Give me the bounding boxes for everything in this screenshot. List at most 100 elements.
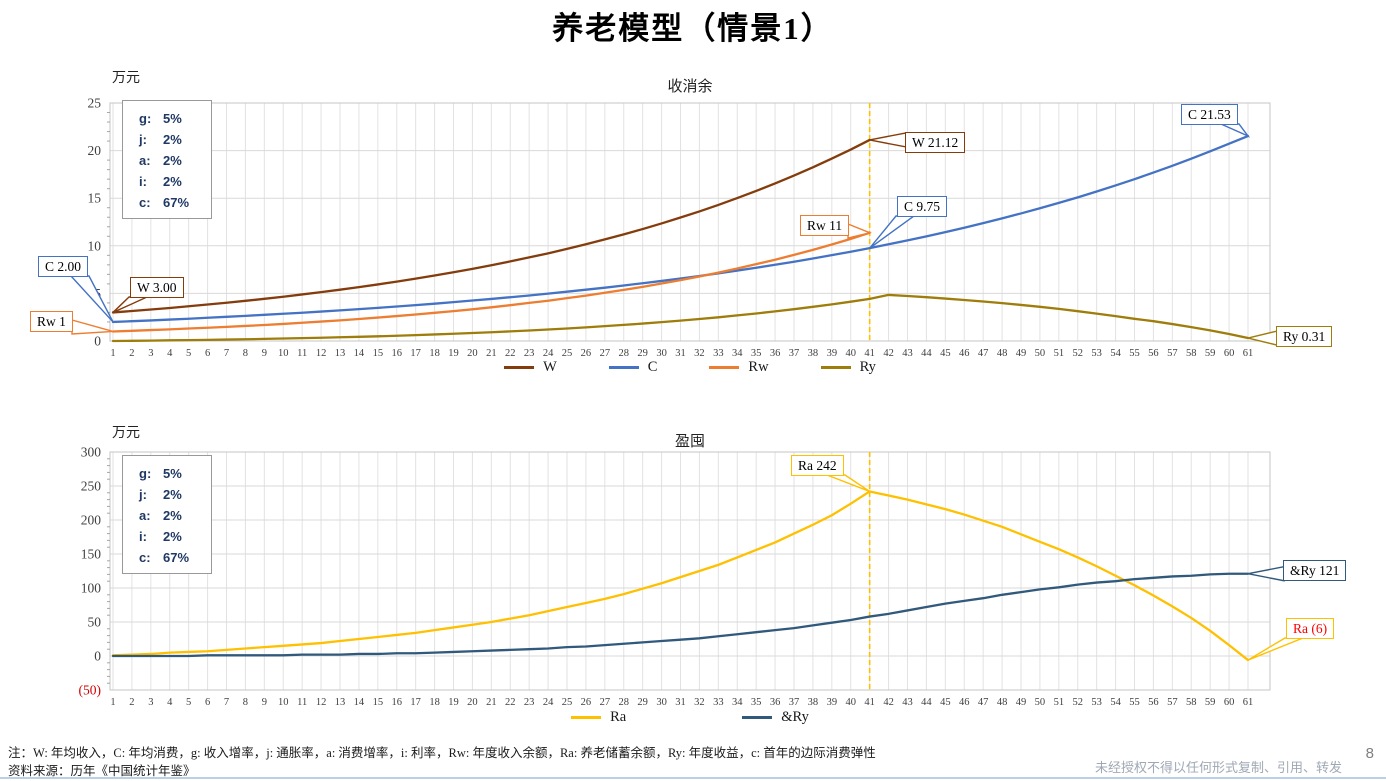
chart-income-consumption: 0510152025123456789101112131415161718192… — [0, 60, 1386, 390]
callout-leader — [1220, 123, 1251, 138]
x-tick-label: 10 — [278, 697, 289, 708]
x-tick-label: 41 — [864, 348, 875, 359]
callout-leader — [826, 474, 871, 493]
legend-label: W — [543, 359, 557, 375]
x-tick-label: 31 — [675, 348, 686, 359]
callout-leader — [69, 275, 114, 323]
legend-label: Rw — [748, 359, 769, 375]
param-value: 2% — [163, 132, 182, 147]
x-tick-label: 54 — [1110, 697, 1121, 708]
legend-top: W C Rw Ry — [110, 359, 1270, 376]
x-tick-label: 43 — [902, 697, 913, 708]
chart-title-top: 收消余 — [667, 79, 713, 95]
x-tick-label: 46 — [959, 348, 970, 359]
x-tick-label: 12 — [316, 348, 327, 359]
x-tick-label: 1 — [110, 697, 115, 708]
param-key: i: — [139, 529, 147, 544]
legend-item-Rw: Rw — [709, 359, 769, 376]
x-tick-label: 55 — [1129, 348, 1140, 359]
param-row: c: 67% — [139, 547, 211, 568]
legend-item-Ry: Ry — [820, 359, 876, 376]
param-key: j: — [139, 487, 147, 502]
param-row: a: 2% — [139, 505, 211, 526]
callout-leader — [1247, 637, 1304, 661]
x-tick-label: 14 — [354, 348, 365, 359]
x-tick-label: 43 — [902, 348, 913, 359]
x-tick-label: 32 — [694, 348, 705, 359]
param-key: g: — [139, 466, 152, 481]
x-tick-label: 52 — [1073, 697, 1084, 708]
x-tick-label: 57 — [1167, 697, 1178, 708]
x-tick-label: 20 — [467, 697, 478, 708]
param-value: 2% — [163, 508, 182, 523]
x-tick-label: 22 — [505, 348, 516, 359]
callout-ra-6: Ra (6) — [1286, 618, 1335, 639]
legend-label: &Ry — [781, 709, 809, 725]
footnote: 注：W: 年均收入，C: 年均消费，g: 收入增率，j: 通胀率，a: 消费增率… — [8, 746, 876, 760]
x-tick-label: 25 — [562, 697, 573, 708]
param-value: 67% — [163, 195, 190, 210]
x-tick-label: 16 — [392, 697, 403, 708]
x-tick-label: 30 — [656, 348, 667, 359]
x-tick-label: 7 — [224, 697, 229, 708]
series-Ra — [111, 490, 1250, 662]
x-tick-label: 59 — [1205, 697, 1216, 708]
x-tick-label: 56 — [1148, 348, 1159, 359]
x-tick-label: 20 — [467, 348, 478, 359]
y-unit-label-top: 万元 — [112, 71, 140, 86]
x-tick-label: 26 — [581, 348, 592, 359]
y-tick-label: 0 — [94, 649, 101, 664]
x-tick-label: 27 — [600, 348, 611, 359]
x-tick-label: 11 — [297, 348, 307, 359]
x-tick-label: 30 — [656, 697, 667, 708]
x-tick-label: 15 — [373, 348, 384, 359]
y-tick-label: 50 — [88, 615, 102, 630]
legend-label: Ra — [610, 709, 627, 725]
callout-leader — [1247, 565, 1285, 582]
callout-rw-1: Rw 1 — [30, 311, 73, 332]
callout-c-9-75: C 9.75 — [897, 196, 948, 217]
param-key: j: — [139, 132, 147, 147]
x-tick-label: 42 — [883, 348, 894, 359]
param-value: 5% — [163, 111, 182, 126]
x-tick-label: 9 — [262, 697, 267, 708]
x-tick-label: 37 — [789, 697, 800, 708]
y-tick-label: (50) — [79, 683, 102, 698]
x-tick-label: 35 — [751, 348, 762, 359]
param-value: 2% — [163, 487, 182, 502]
x-tick-label: 15 — [373, 697, 384, 708]
x-tick-label: 57 — [1167, 348, 1178, 359]
x-tick-label: 24 — [543, 348, 554, 359]
x-tick-label: 38 — [808, 348, 819, 359]
param-row: j: 2% — [139, 484, 211, 505]
param-row: g: 5% — [139, 463, 211, 484]
x-tick-label: 2 — [129, 697, 134, 708]
x-tick-label: 23 — [524, 348, 535, 359]
y-axis: (50) 0 50 100 150 200 250 300 — [79, 445, 110, 698]
x-tick-label: 24 — [543, 697, 554, 708]
callout-leader — [1247, 330, 1278, 346]
x-tick-label: 21 — [486, 697, 497, 708]
x-tick-label: 7 — [224, 348, 229, 359]
x-tick-label: 52 — [1073, 348, 1084, 359]
plot-top: 0510152025123456789101112131415161718192… — [69, 96, 1278, 359]
param-row: j: 2% — [139, 129, 211, 150]
x-tick-label: 41 — [864, 697, 875, 708]
param-value: 2% — [163, 174, 182, 189]
x-tick-label: 34 — [732, 697, 743, 708]
legend-item-Ra: Ra — [571, 709, 626, 726]
x-tick-label: 40 — [846, 697, 857, 708]
x-tick-label: 53 — [1091, 697, 1102, 708]
x-axis: 1 2 3 4 5 6 7 8 9 10 11 12 13 14 15 16 17 18 19 20 21 22 23 24 2… — [110, 348, 1253, 359]
x-tick-label: 50 — [1035, 348, 1046, 359]
x-tick-label: 18 — [429, 348, 440, 359]
x-tick-label: 28 — [619, 697, 630, 708]
callout-w-21-12: W 21.12 — [905, 132, 966, 153]
x-tick-label: 28 — [619, 348, 630, 359]
x-tick-label: 47 — [978, 697, 989, 708]
x-tick-label: 17 — [410, 697, 421, 708]
y-tick-label: 15 — [88, 191, 102, 206]
x-tick-label: 42 — [883, 697, 894, 708]
x-tick-label: 23 — [524, 697, 535, 708]
